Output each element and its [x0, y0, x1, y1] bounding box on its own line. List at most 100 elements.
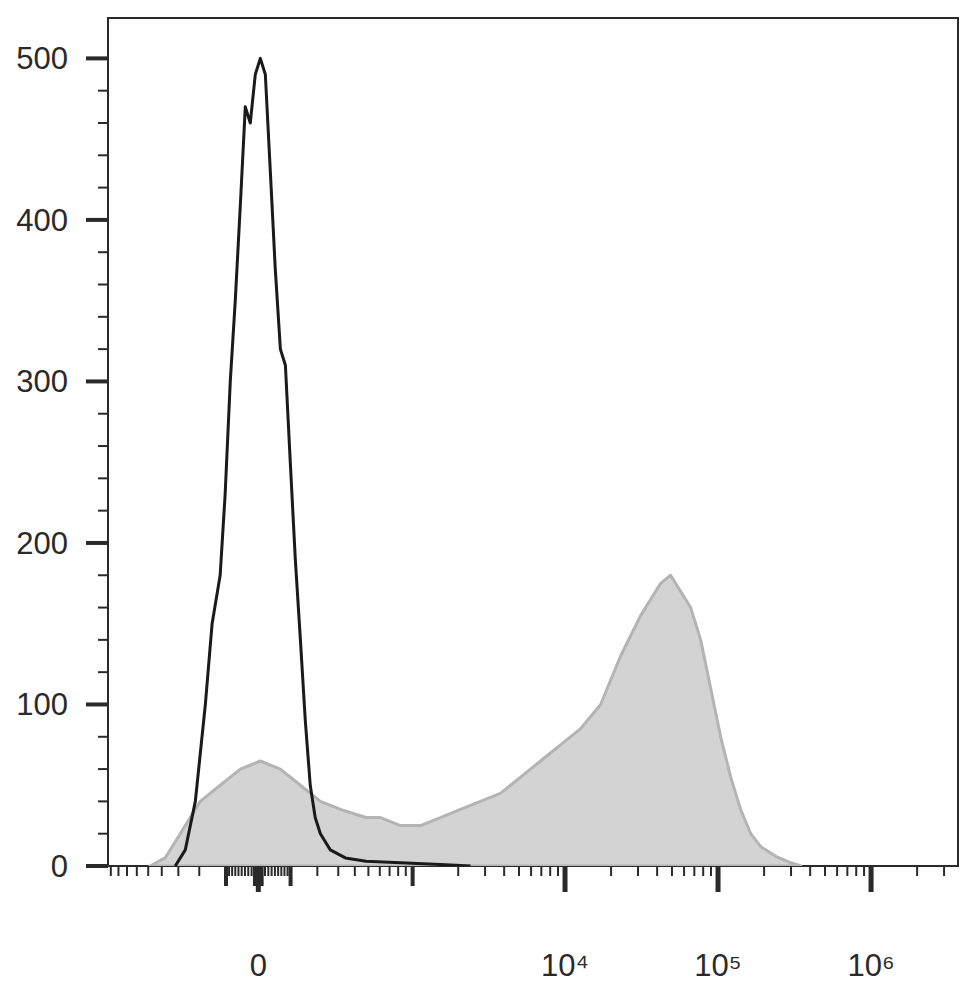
x-minor-tick — [337, 866, 339, 876]
area-series — [150, 575, 801, 866]
x-minor-tick — [367, 866, 369, 876]
y-tick-label: 400 — [16, 203, 68, 238]
x-minor-tick — [610, 866, 612, 876]
x-minor-tick — [244, 866, 246, 876]
y-tick — [86, 56, 108, 60]
x-minor-tick — [763, 866, 765, 876]
x-minor-tick — [136, 866, 138, 876]
x-minor-tick — [231, 866, 233, 876]
x-minor-tick — [126, 866, 128, 876]
chart: 0 100 200 300 400 500 0 10⁴ 10⁵ 10⁶ — [0, 0, 977, 992]
x-minor-tick — [683, 866, 685, 876]
y-minor-tick — [98, 736, 108, 738]
x-minor-tick — [824, 866, 826, 876]
x-tick — [869, 866, 874, 892]
x-minor-tick — [656, 866, 658, 876]
x-minor-tick — [671, 866, 673, 876]
x-minor-tick — [503, 866, 505, 876]
x-minor-tick — [411, 866, 415, 886]
y-minor-tick — [98, 639, 108, 641]
y-minor-tick — [98, 284, 108, 286]
x-minor-tick — [283, 866, 285, 876]
y-tick-label: 500 — [16, 41, 68, 76]
x-minor-tick — [863, 866, 865, 876]
x-tick — [563, 866, 568, 892]
x-minor-tick — [557, 866, 559, 876]
x-minor-tick — [943, 866, 945, 876]
x-tick — [716, 866, 721, 892]
x-minor-tick — [484, 866, 486, 876]
x-minor-tick — [287, 866, 289, 876]
x-minor-tick — [224, 866, 228, 886]
x-minor-tick — [405, 866, 407, 876]
x-minor-tick — [237, 866, 239, 876]
data-group — [150, 58, 801, 866]
x-tick-label: 10⁵ — [694, 948, 741, 983]
x-minor-tick — [110, 866, 112, 876]
x-minor-tick — [518, 866, 520, 876]
x-minor-tick — [354, 866, 356, 876]
x-minor-tick — [397, 866, 399, 876]
x-minor-tick — [846, 866, 848, 876]
x-minor-tick — [147, 866, 149, 876]
x-minor-tick — [117, 866, 119, 876]
plot-frame — [108, 18, 958, 866]
y-tick — [86, 541, 108, 545]
x-minor-tick — [271, 866, 273, 876]
x-tick-label: 0 — [250, 948, 267, 983]
y-minor-tick — [98, 477, 108, 479]
x-minor-tick — [379, 866, 381, 876]
x-minor-tick — [637, 866, 639, 876]
x-minor-tick — [289, 866, 293, 886]
x-minor-tick — [457, 866, 459, 876]
y-minor-tick — [98, 413, 108, 415]
y-tick — [86, 702, 108, 706]
y-tick-label: 100 — [16, 687, 68, 722]
x-tick-label: 10⁴ — [541, 948, 589, 983]
y-minor-tick — [98, 187, 108, 189]
y-minor-tick — [98, 90, 108, 92]
x-minor-tick — [316, 866, 318, 876]
x-minor-tick — [177, 866, 179, 876]
y-minor-tick — [98, 574, 108, 576]
y-minor-tick — [98, 833, 108, 835]
y-minor-tick — [98, 316, 108, 318]
x-minor-tick — [161, 866, 163, 876]
x-minor-tick — [198, 866, 200, 876]
x-minor-tick — [809, 866, 811, 876]
x-minor-tick — [389, 866, 391, 876]
y-minor-tick — [98, 122, 108, 124]
y-tick — [86, 379, 108, 383]
y-tick — [86, 218, 108, 222]
x-minor-tick — [234, 866, 236, 876]
x-minor-tick — [247, 866, 249, 876]
y-minor-tick — [98, 768, 108, 770]
y-minor-tick — [98, 510, 108, 512]
x-minor-tick — [540, 866, 542, 876]
y-tick-label: 300 — [16, 364, 68, 399]
y-minor-tick — [98, 607, 108, 609]
y-minor-tick — [98, 154, 108, 156]
y-minor-tick — [98, 800, 108, 802]
x-minor-tick — [530, 866, 532, 876]
x-minor-tick — [267, 866, 269, 876]
x-minor-tick — [693, 866, 695, 876]
y-tick-label: 0 — [51, 849, 68, 884]
y-tick — [86, 864, 108, 868]
x-tick-label: 10⁶ — [847, 948, 894, 983]
x-minor-tick — [251, 866, 253, 876]
y-minor-tick — [98, 251, 108, 253]
x-minor-tick — [228, 866, 230, 876]
y-minor-tick — [98, 348, 108, 350]
line-series — [175, 58, 470, 866]
y-minor-tick — [98, 445, 108, 447]
x-minor-tick — [710, 866, 712, 876]
x-minor-tick — [702, 866, 704, 876]
x-minor-tick — [836, 866, 838, 876]
x-minor-tick — [790, 866, 792, 876]
x-minor-tick — [274, 866, 276, 876]
y-tick-label: 200 — [16, 526, 68, 561]
x-minor-tick — [280, 866, 282, 876]
x-minor-tick — [855, 866, 857, 876]
y-minor-tick — [98, 671, 108, 673]
